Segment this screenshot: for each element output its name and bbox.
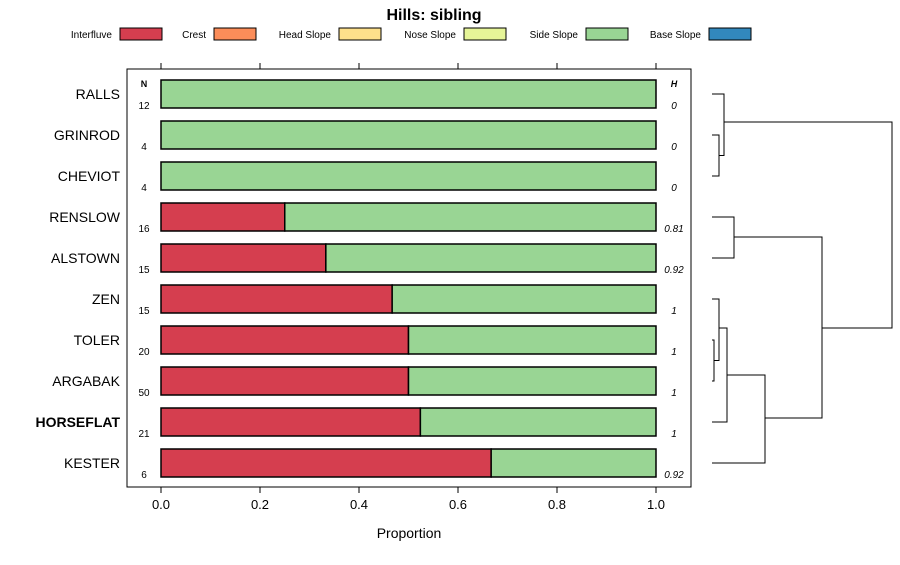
n-value: 15 <box>138 306 150 317</box>
h-value: 1 <box>671 347 677 358</box>
bar-segment <box>407 366 657 396</box>
x-axis-label: Proportion <box>377 525 442 541</box>
dendrogram-branch <box>712 339 715 382</box>
h-value: 1 <box>671 429 677 440</box>
x-tick-label: 0.2 <box>251 497 269 512</box>
bar-segment <box>284 202 657 232</box>
dendrogram-branch <box>712 93 725 156</box>
bar-segment <box>490 448 657 478</box>
legend-label: Nose Slope <box>404 30 456 41</box>
bar-segment <box>160 366 410 396</box>
bar-segment <box>160 243 327 273</box>
category-label: ALSTOWN <box>51 250 120 266</box>
legend-label: Crest <box>182 30 206 41</box>
n-value: 4 <box>141 183 147 194</box>
bar-segment <box>160 284 393 314</box>
h-value: 1 <box>671 306 677 317</box>
bar-segment <box>391 284 657 314</box>
h-column-header: H <box>671 79 678 89</box>
bar-segment <box>160 448 492 478</box>
legend: Interfluve Crest Head Slope Nose Slope Side … <box>71 27 752 41</box>
legend-swatch <box>213 27 257 41</box>
bar-segment <box>160 202 286 232</box>
h-value: 0.92 <box>664 470 684 481</box>
legend-swatch <box>338 27 382 41</box>
category-label: TOLER <box>74 332 120 348</box>
legend-label: Base Slope <box>650 30 702 41</box>
category-label: ARGABAK <box>52 373 120 389</box>
legend-swatch <box>585 27 629 41</box>
legend-label: Head Slope <box>279 30 332 41</box>
legend-swatch <box>119 27 163 41</box>
dendrogram-branch <box>734 236 823 419</box>
bar-segment <box>160 407 422 437</box>
dendrogram <box>712 93 893 464</box>
dendrogram-branch <box>712 298 720 361</box>
n-value: 15 <box>138 265 150 276</box>
category-label: HORSEFLAT <box>35 414 120 430</box>
dendrogram-branch <box>712 374 766 464</box>
bar-segment <box>407 325 657 355</box>
bar-segment <box>160 79 657 109</box>
category-label: RALLS <box>76 86 120 102</box>
x-tick-label: 0.0 <box>152 497 170 512</box>
dendrogram-branch <box>712 134 720 177</box>
n-value: 12 <box>138 101 150 112</box>
x-tick-label: 0.4 <box>350 497 368 512</box>
bar-segment <box>160 325 410 355</box>
legend-swatch <box>463 27 507 41</box>
x-tick-label: 1.0 <box>647 497 665 512</box>
h-value: 0 <box>671 183 677 194</box>
legend-swatch <box>708 27 752 41</box>
n-column-header: N <box>141 79 148 89</box>
legend-label: Interfluve <box>71 30 113 41</box>
h-value: 0 <box>671 101 677 112</box>
h-value: 0 <box>671 142 677 153</box>
chart-title: Hills: sibling <box>386 7 481 24</box>
n-value: 20 <box>138 347 150 358</box>
plot-frame <box>126 68 692 488</box>
h-value: 0.92 <box>664 265 684 276</box>
n-value: 4 <box>141 142 147 153</box>
legend-label: Side Slope <box>530 30 579 41</box>
bar-segment <box>160 161 657 191</box>
category-label: ZEN <box>92 291 120 307</box>
bar-segment <box>419 407 657 437</box>
bar-segment <box>160 120 657 150</box>
dendrogram-branch <box>712 216 735 259</box>
x-tick-label: 0.8 <box>548 497 566 512</box>
n-value: 50 <box>138 388 150 399</box>
n-value: 16 <box>138 224 150 235</box>
category-label: CHEVIOT <box>58 168 121 184</box>
category-label: KESTER <box>64 455 120 471</box>
h-value: 0.81 <box>664 224 683 235</box>
dendrogram-branch <box>724 121 893 329</box>
n-value: 21 <box>138 429 150 440</box>
x-axis: 0.0 0.2 0.4 0.6 0.8 1.0 <box>152 63 665 512</box>
category-label: RENSLOW <box>49 209 121 225</box>
h-value: 1 <box>671 388 677 399</box>
bar-segment <box>325 243 657 273</box>
x-tick-label: 0.6 <box>449 497 467 512</box>
n-value: 6 <box>141 470 147 481</box>
category-label: GRINROD <box>54 127 120 143</box>
